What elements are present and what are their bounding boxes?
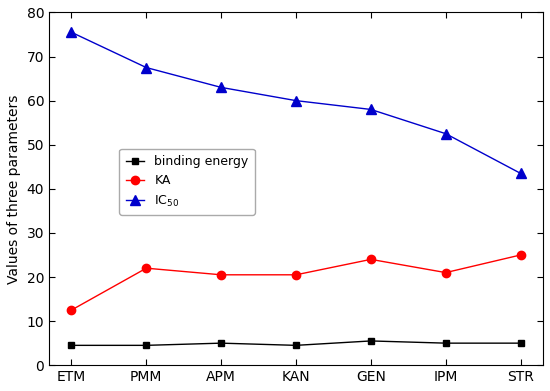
IC$_{50}$ xyxy=(367,107,374,112)
KA xyxy=(442,270,449,275)
IC$_{50}$ xyxy=(218,85,224,90)
binding energy xyxy=(367,339,374,343)
binding energy xyxy=(218,341,224,346)
Y-axis label: Values of three parameters: Values of three parameters xyxy=(7,94,21,283)
binding energy xyxy=(442,341,449,346)
IC$_{50}$ xyxy=(293,98,299,103)
IC$_{50}$ xyxy=(442,131,449,136)
KA xyxy=(68,308,75,312)
binding energy xyxy=(518,341,524,346)
binding energy xyxy=(293,343,299,348)
Legend: binding energy, KA, IC$_{50}$: binding energy, KA, IC$_{50}$ xyxy=(119,149,255,215)
KA xyxy=(367,257,374,262)
IC$_{50}$ xyxy=(143,65,150,70)
Line: binding energy: binding energy xyxy=(68,337,524,349)
KA xyxy=(293,273,299,277)
IC$_{50}$ xyxy=(518,171,524,176)
KA xyxy=(518,253,524,257)
Line: KA: KA xyxy=(67,251,525,314)
binding energy xyxy=(143,343,150,348)
Line: IC$_{50}$: IC$_{50}$ xyxy=(67,27,525,178)
KA xyxy=(218,273,224,277)
binding energy xyxy=(68,343,75,348)
KA xyxy=(143,266,150,271)
IC$_{50}$ xyxy=(68,30,75,35)
